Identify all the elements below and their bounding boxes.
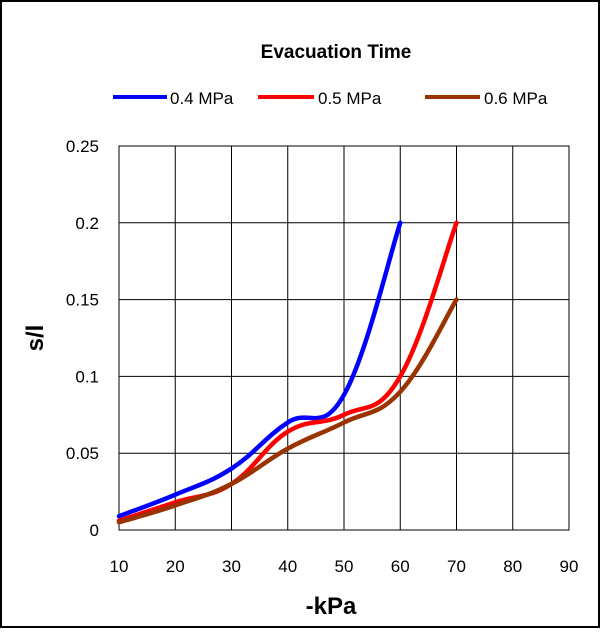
y-tick-label: 0.25 xyxy=(66,137,99,156)
x-tick-label: 60 xyxy=(391,557,410,576)
series-lines xyxy=(116,220,459,525)
x-tick-label: 70 xyxy=(447,557,466,576)
legend-label-1: 0.5 MPa xyxy=(318,89,382,108)
y-tick-label: 0 xyxy=(90,521,99,540)
y-tick-label: 0.1 xyxy=(75,367,99,386)
x-tick-label: 30 xyxy=(222,557,241,576)
y-tick-labels: 0 0.05 0.1 0.15 0.2 0.25 xyxy=(66,137,99,540)
x-tick-label: 50 xyxy=(335,557,354,576)
legend-label-2: 0.6 MPa xyxy=(484,89,548,108)
y-axis-label: s/l xyxy=(22,325,49,352)
x-axis-label: -kPa xyxy=(306,593,357,620)
x-tick-label: 40 xyxy=(278,557,297,576)
legend-label-0: 0.4 MPa xyxy=(170,89,234,108)
y-tick-label: 0.2 xyxy=(75,214,99,233)
x-tick-label: 80 xyxy=(503,557,522,576)
y-tick-label: 0.05 xyxy=(66,444,99,463)
y-tick-label: 0.15 xyxy=(66,291,99,310)
x-tick-label: 10 xyxy=(110,557,129,576)
x-tick-labels: 10 20 30 40 50 60 70 80 90 xyxy=(110,557,579,576)
series-line-0 xyxy=(116,220,403,519)
x-tick-label: 20 xyxy=(166,557,185,576)
chart-title: Evacuation Time xyxy=(261,42,412,63)
grid xyxy=(118,145,570,531)
x-tick-label: 90 xyxy=(560,557,579,576)
series-line-2 xyxy=(116,297,459,525)
series-line-1 xyxy=(116,220,459,524)
legend: 0.4 MPa 0.5 MPa 0.6 MPa xyxy=(113,89,548,108)
